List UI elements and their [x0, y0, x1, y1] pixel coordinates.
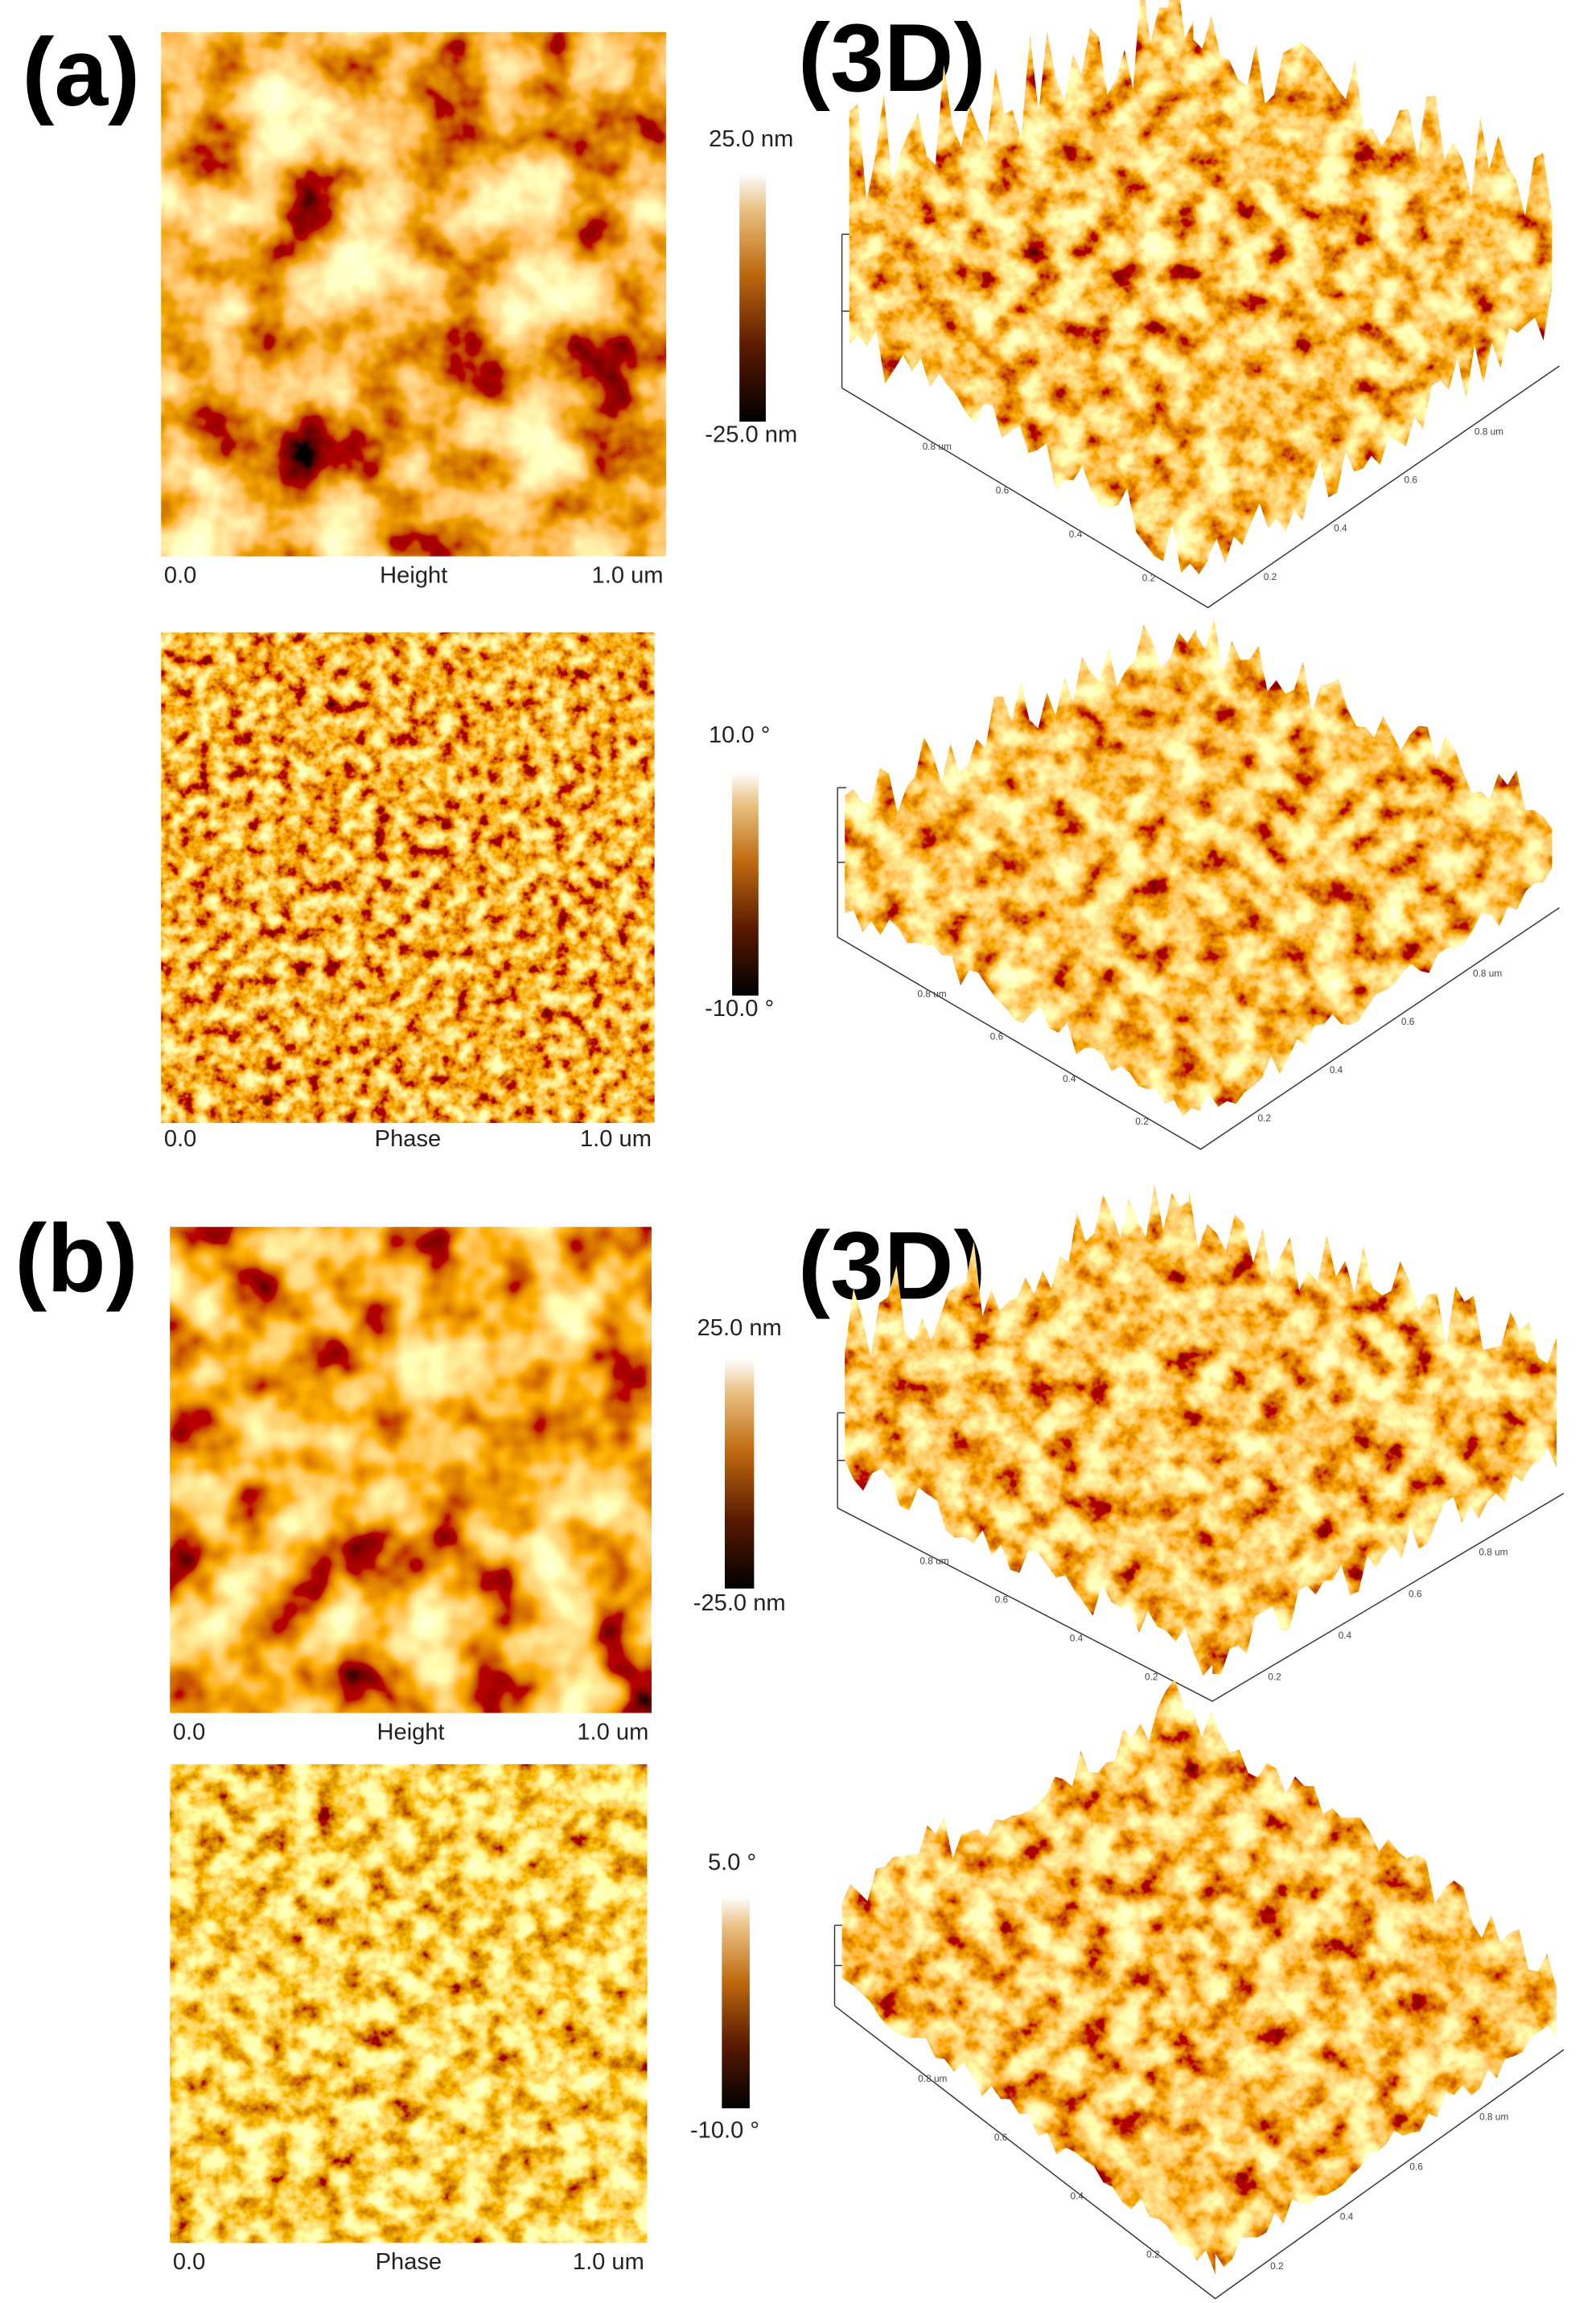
panel-label: (a): [22, 19, 140, 126]
afm-image: [161, 632, 655, 1124]
channel-label: Phase: [376, 2249, 442, 2275]
axis-3d-tick: 0.6: [996, 484, 1010, 496]
scale-max-label: 25.0 nm: [697, 1315, 782, 1341]
scale-max-label: 10.0 °: [709, 722, 770, 748]
scale-min-label: -25.0 nm: [693, 1590, 786, 1616]
axis-3d-tick: 0.6: [995, 1594, 1009, 1606]
scale-min-label: -10.0 °: [690, 2117, 759, 2143]
scale-min-label: -25.0 nm: [705, 422, 797, 448]
axis-3d-tick: 0.6: [990, 1030, 1004, 1042]
channel-label: Phase: [375, 1126, 442, 1152]
axis-3d: [837, 907, 1560, 1150]
axis-3d-tick: 0.2: [1142, 573, 1155, 584]
axis-3d-tick: 0.2: [1264, 571, 1277, 582]
axis-3d-tick: 0.6: [994, 2132, 1008, 2143]
channel-label: Height: [377, 1719, 445, 1745]
scale-max-label: 5.0 °: [708, 1849, 756, 1875]
axis-3d-tick: 0.8 um: [1473, 968, 1502, 979]
color-scale: [739, 172, 766, 422]
axis-3d-tick: 0.8 um: [919, 1556, 948, 1567]
x-start-label: 0.0: [164, 1126, 196, 1152]
x-start-label: 0.0: [173, 1719, 205, 1745]
axis-3d-tick: 0.4: [1334, 523, 1347, 534]
axis-3d-tick: 0.8 um: [923, 441, 952, 452]
x-start-label: 0.0: [164, 562, 196, 588]
axis-3d-tick: 0.8 um: [1479, 1547, 1508, 1558]
surface-3d: 0.8 um 0.6 0.4 0.2 0.8 um 0.6 0.4 0.2: [841, 0, 1560, 609]
axis-3d-tick: 0.8 um: [918, 988, 947, 999]
color-scale: [722, 1896, 750, 2108]
axis-3d-tick: 0.2: [1258, 1112, 1271, 1124]
axis-3d-tick: 0.4: [1071, 2190, 1084, 2202]
axis-3d-tick: 0.2: [1145, 1672, 1158, 1683]
afm-image: [170, 1227, 652, 1713]
axis-3d: [834, 2005, 1565, 2300]
panel-label: (b): [14, 1204, 138, 1312]
scale-max-label: 25.0 nm: [709, 126, 793, 152]
axis-3d-tick: 0.6: [1405, 475, 1418, 486]
axis-3d-tick: 0.4: [1339, 1630, 1352, 1641]
axis-3d-tick: 0.4: [1070, 1633, 1084, 1644]
axis-3d-tick: 0.4: [1340, 2210, 1354, 2222]
scale-min-label: -10.0 °: [705, 996, 774, 1022]
axis-3d: [837, 1492, 1565, 1702]
surface: [841, 1679, 1557, 2275]
afm-image: [170, 1764, 648, 2243]
axis-3d-tick: 0.2: [1268, 1672, 1281, 1683]
x-end-label: 1.0 um: [573, 2249, 644, 2275]
surface-3d: 0.8 um 0.6 0.4 0.2 0.8 um 0.6 0.4 0.2: [837, 1184, 1565, 1702]
axis-3d-tick: 0.4: [1330, 1064, 1343, 1075]
axis-3d-tick: 0.6: [1409, 1588, 1422, 1599]
x-end-label: 1.0 um: [577, 1719, 648, 1745]
axis-3d-tick: 0.8 um: [1479, 2111, 1508, 2122]
channel-label: Height: [380, 562, 447, 588]
axis-3d-tick: 0.2: [1146, 2249, 1159, 2260]
tag-3d: (3D): [798, 4, 986, 112]
axis-3d-tick: 0.6: [1401, 1016, 1415, 1027]
axis-3d-tick: 0.8 um: [918, 2073, 947, 2084]
axis-3d-tick: 0.2: [1270, 2260, 1283, 2272]
surface: [845, 1184, 1557, 1676]
axis-3d-tick: 0.6: [1409, 2161, 1423, 2172]
color-scale: [732, 771, 759, 996]
x-start-label: 0.0: [173, 2249, 205, 2275]
surface-3d: 0.8 um 0.6 0.4 0.2 0.8 um 0.6 0.4 0.2: [833, 1679, 1565, 2300]
axis-3d-tick: 0.8 um: [1475, 426, 1503, 438]
axis-3d: [841, 365, 1560, 609]
x-end-label: 1.0 um: [580, 1126, 652, 1152]
axis-3d-tick: 0.4: [1063, 1073, 1076, 1084]
surface: [845, 617, 1553, 1117]
surface-3d: 0.8 um 0.6 0.4 0.2 0.8 um 0.6 0.4 0.2: [837, 617, 1560, 1150]
color-scale: [724, 1359, 755, 1589]
surface: [849, 0, 1553, 574]
axis-3d-tick: 0.4: [1069, 528, 1083, 540]
x-end-label: 1.0 um: [592, 562, 664, 588]
axis-3d-tick: 0.2: [1135, 1116, 1148, 1127]
afm-image: [161, 32, 667, 557]
